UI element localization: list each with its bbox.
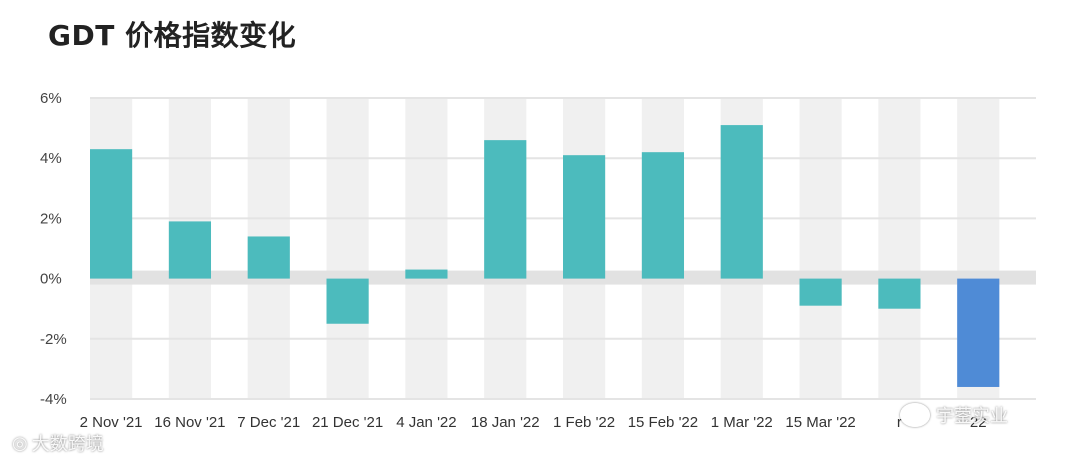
bar-15-feb-22 [641,152,685,279]
x-tick-label: 1 Mar '22 [711,414,773,431]
x-tick-label: 22 [970,414,987,431]
x-tick-label: 21 Dec '21 [312,414,383,431]
bar-4-jan-22 [405,269,448,279]
watermark-right-text: 宇蓥实业 [936,406,1008,427]
x-tick-label: 7 Dec '21 [237,414,300,431]
chart-title: GDT 价格指数变化 [48,19,297,52]
x-tick-label: 1 Feb '22 [553,414,615,431]
watermark-right: 宇蓥实业 [900,402,1008,428]
y-tick-label: 4% [40,150,62,167]
x-tick-label: 15 Feb '22 [628,414,698,431]
bar-2-nov-21 [90,149,133,279]
watermark-left: ◎ 大数跨境 [12,430,104,456]
x-tick-label: 4 Jan '22 [396,414,456,431]
x-tick-label: 2 Nov '21 [80,414,143,431]
wechat-icon [900,403,930,427]
x-tick-label: 16 Nov '21 [154,414,225,431]
x-tick-label: 15 Mar '22 [785,414,855,431]
grid-band [405,98,448,399]
y-tick-label: 6% [40,90,62,107]
watermark-left-text: 大数跨境 [31,434,104,455]
bar-15-mar-22 [799,278,842,306]
bar-21-dec-21 [326,278,369,324]
bar-7-dec-21 [247,236,290,279]
bar-5-apr-22 [878,278,921,309]
x-tick-label: 18 Jan '22 [471,414,540,431]
bar-1-mar-22 [720,125,763,279]
grid-band [878,98,921,399]
bar-16-nov-21 [168,221,212,279]
weibo-icon: ◎ [12,432,28,454]
y-tick-label: -4% [40,391,67,408]
bar-19-apr-22 [957,278,1000,387]
bar-1-feb-22 [563,155,606,279]
grid-band [326,98,369,399]
bar-18-jan-22 [484,140,527,279]
y-tick-label: 0% [40,271,62,288]
y-tick-label: -2% [40,331,67,348]
y-tick-label: 2% [40,210,62,227]
x-tick-label: r [897,414,902,431]
grid-band [799,98,842,399]
